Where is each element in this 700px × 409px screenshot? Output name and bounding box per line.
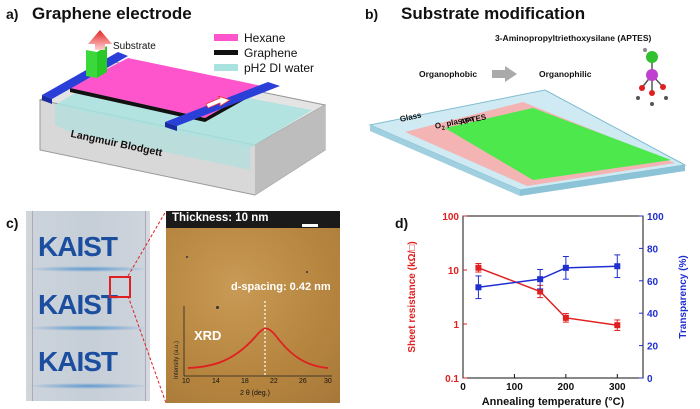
kaist-logo-3: KAIST <box>38 346 118 377</box>
plot-frame <box>462 215 644 379</box>
resistance-point <box>562 314 569 321</box>
y-left-tick-label: 10 <box>448 266 460 277</box>
graphene-layer <box>70 88 205 122</box>
panel-a: a) Graphene electrode Subs <box>0 0 350 200</box>
panel-c-label: c) <box>6 215 19 231</box>
x-tick-label: 100 <box>506 382 523 393</box>
arrow-right-icon <box>492 66 517 82</box>
panel-d-label: d) <box>395 215 409 231</box>
y-right-tick-label: 20 <box>647 342 659 353</box>
organophobic-label: Organophobic <box>419 69 478 79</box>
aptes-region <box>445 108 671 180</box>
legend-text: pH2 DI water <box>244 60 315 75</box>
x-tick-label: 200 <box>558 382 575 393</box>
y-left-axis-title: Sheet resistance (kΩ/□) <box>407 241 418 352</box>
zoom-lines <box>127 210 167 404</box>
legend-swatch <box>214 50 238 55</box>
xrd-curve <box>187 327 329 369</box>
substrate-plate <box>97 46 107 78</box>
compress-arrow-icon <box>205 95 231 109</box>
legend-a: Hexane Graphene pH2 DI water <box>214 30 314 75</box>
substrate-modification-diagram <box>368 48 687 196</box>
organophilic-label: Organophilic <box>539 69 592 79</box>
substrate-label: Substrate <box>113 41 156 52</box>
legend-text: Graphene <box>244 45 298 60</box>
panel-c: c) KAIST KAIST KAIST Thickness: 10 nm d-… <box>0 205 345 409</box>
transparency-point <box>537 276 544 283</box>
panel-b-title: Substrate modification <box>401 4 586 23</box>
lift-arrow-icon <box>88 30 112 50</box>
xrd-xlabel: 2 θ (deg.) <box>240 390 270 397</box>
xrd-label: XRD <box>194 328 222 343</box>
legend-text: Hexane <box>244 30 286 45</box>
chart-marks: 0 100 200 300 0.1 1 10 100 0 20 40 60 80 100 <box>442 212 664 393</box>
resistance-point <box>537 288 544 295</box>
x-axis-title: Annealing temperature (°C) <box>482 396 625 408</box>
transparency-point <box>562 264 569 271</box>
trough-side <box>255 105 325 195</box>
resistance-line <box>478 267 618 326</box>
zoom-box <box>109 276 131 298</box>
y-right-tick-label: 40 <box>647 309 659 320</box>
y-right-tick-label: 80 <box>647 244 659 255</box>
graphene-electrode-diagram <box>38 30 327 196</box>
transparency-line <box>478 265 618 289</box>
resistance-point <box>475 264 482 271</box>
legend-item-graphene: Graphene <box>214 45 314 60</box>
x-tick-label: 300 <box>609 382 626 393</box>
panel-d: d) Annealing temperature (°C) Sheet resi… <box>355 205 700 409</box>
y-right-tick-label: 0 <box>647 374 653 385</box>
y-left-tick-label: 1 <box>453 320 459 331</box>
y-right-tick-label: 60 <box>647 277 659 288</box>
y-right-axis-title: Transparency (%) <box>678 255 689 338</box>
afm-image: Thickness: 10 nm d-spacing: 0.42 nm XRD … <box>166 211 340 403</box>
legend-swatch <box>214 34 238 41</box>
panel-a-label: a) <box>6 6 19 22</box>
resistance-point <box>614 322 621 329</box>
d-spacing-label: d-spacing: 0.42 nm <box>231 281 331 293</box>
transparency-point <box>475 284 482 291</box>
legend-swatch <box>214 64 238 71</box>
panel-b-label: b) <box>365 6 379 22</box>
transparency-point <box>614 263 621 270</box>
annealing-chart: Annealing temperature (°C) Sheet resista… <box>407 212 689 408</box>
panel-a-title: Graphene electrode <box>32 4 192 23</box>
thickness-label: Thickness: 10 nm <box>172 212 269 224</box>
legend-item-hexane: Hexane <box>214 30 314 45</box>
y-right-tick-label: 100 <box>647 212 664 223</box>
water-front <box>55 105 250 170</box>
kaist-logo-1: KAIST <box>38 231 118 262</box>
aptes-molecule-icon <box>636 48 668 106</box>
molecule-label: 3-Aminopropyltriethoxysilane (APTES) <box>495 33 652 43</box>
kaist-logo-2: KAIST <box>38 289 118 320</box>
xrd-ticks: 10 14 18 22 26 30 <box>182 378 332 385</box>
panel-b: b) Substrate modification 3-Aminopropylt… <box>355 0 700 200</box>
legend-item-water: pH2 DI water <box>214 60 314 75</box>
y-left-tick-label: 0.1 <box>445 374 459 385</box>
y-left-tick-label: 100 <box>442 212 459 223</box>
x-tick-label: 0 <box>460 382 466 393</box>
scale-bar <box>302 224 318 227</box>
xrd-plot <box>183 301 332 377</box>
kaist-photo: KAIST KAIST KAIST <box>26 211 150 401</box>
